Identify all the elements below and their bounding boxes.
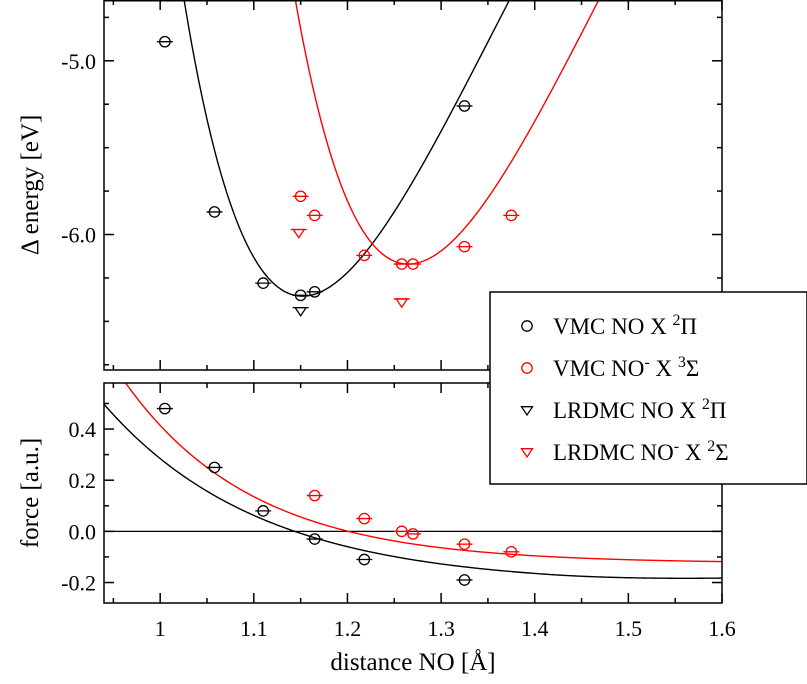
force-y-axis-label: force [a.u.] [17, 438, 44, 548]
legend-label-part: 3 [678, 354, 686, 371]
y-tick-label: 0.2 [69, 468, 97, 493]
legend-label-part: X [679, 440, 707, 465]
legend-label-part: 2 [707, 438, 715, 455]
legend-label-part: - [674, 438, 679, 455]
legend-label-part: 2 [702, 396, 710, 413]
force-plot-frame [103, 382, 723, 604]
legend-label-part: X [650, 356, 678, 381]
legend-label-part: VMC NO [553, 356, 644, 381]
energy-markers [156, 35, 520, 318]
force-fit-curve [104, 403, 722, 579]
legend-label-part: Π [680, 314, 697, 339]
y-tick-label: 0.0 [69, 519, 97, 544]
legend-label-part: - [644, 354, 649, 371]
legend-box [489, 291, 807, 485]
x-tick-label: 1.1 [240, 616, 268, 641]
legend-label-part: 2 [672, 312, 680, 329]
y-tick-label: -0.2 [61, 571, 96, 596]
legend-label: LRDMC NO X 2Π [553, 396, 727, 423]
x-axis-label: distance NO [Å] [330, 649, 495, 676]
legend-label-part: LRDMC NO [553, 440, 674, 465]
y-tick-label: 0.4 [69, 417, 97, 442]
legend-label: VMC NO- X 3Σ [553, 354, 699, 381]
energy-plot-frame [103, 0, 723, 371]
legend-label: LRDMC NO- X 2Σ [553, 438, 729, 465]
energy-y-axis-label: Δ energy [eV] [17, 115, 44, 256]
legend-marker [520, 406, 534, 417]
force-markers [156, 402, 520, 586]
legend-label-part: VMC NO X [553, 314, 672, 339]
legend-label-part: Σ [686, 356, 699, 381]
force-panel: 1 1.1 1.2 1.3 1.4 1.5 1.6 0.4 0.2 0.0 -0.2 force [… [17, 382, 736, 676]
legend-label-part: Π [710, 398, 727, 423]
x-tick-label: 1.6 [708, 616, 736, 641]
legend-label-part: Σ [715, 440, 728, 465]
x-tick-label: 1 [155, 616, 166, 641]
legend-marker [521, 362, 533, 374]
legend-marker [521, 320, 533, 332]
y-tick-label: -5.0 [61, 49, 96, 74]
energy-fit-curve [183, 0, 511, 297]
legend-marker [520, 448, 534, 459]
legend-label-part: LRDMC NO X [553, 398, 702, 423]
y-tick-label: -6.0 [61, 223, 96, 248]
x-tick-label: 1.2 [334, 616, 362, 641]
x-tick-label: 1.4 [521, 616, 549, 641]
x-tick-label: 1.5 [615, 616, 643, 641]
x-tick-label: 1.3 [427, 616, 455, 641]
energy-panel: -5.0 -6.0 Δ energy [eV] [17, 0, 723, 371]
legend-label: VMC NO X 2Π [553, 312, 697, 339]
